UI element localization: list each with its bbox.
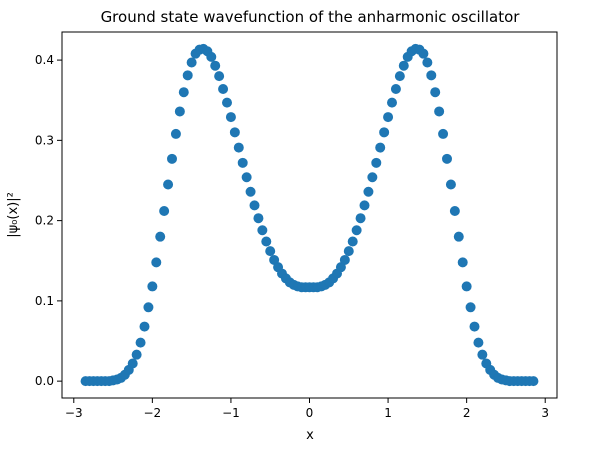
data-point <box>186 57 197 68</box>
data-point <box>139 321 150 332</box>
data-point <box>453 231 464 242</box>
data-point <box>390 83 401 94</box>
data-point <box>163 179 174 190</box>
data-point <box>249 200 260 211</box>
data-point <box>257 225 268 236</box>
data-point <box>418 48 429 59</box>
data-point <box>445 179 456 190</box>
data-point <box>159 205 170 216</box>
data-point <box>355 213 366 224</box>
data-point <box>127 358 138 369</box>
y-tick-label: 0.2 <box>35 214 54 228</box>
y-tick-label: 0.4 <box>35 53 54 67</box>
data-point <box>442 153 452 164</box>
data-point <box>229 127 240 138</box>
x-axis-label: x <box>306 428 314 443</box>
data-point <box>383 112 394 123</box>
data-point <box>343 246 354 257</box>
data-point <box>253 213 264 224</box>
x-tick-label: 1 <box>384 406 392 420</box>
data-point <box>371 157 382 168</box>
x-tick-label: −3 <box>65 406 83 420</box>
x-tick-label: −1 <box>222 406 240 420</box>
data-point <box>237 157 248 168</box>
x-tick-label: 0 <box>306 406 314 420</box>
data-point <box>473 337 484 348</box>
data-point <box>178 87 189 98</box>
data-point <box>265 246 276 257</box>
y-tick-label: 0.0 <box>35 374 54 388</box>
data-point <box>131 349 142 360</box>
data-point <box>528 376 539 387</box>
data-point <box>174 106 185 117</box>
data-point <box>233 142 244 153</box>
data-point <box>261 236 272 247</box>
data-point <box>375 142 386 153</box>
data-point <box>457 257 468 268</box>
data-point <box>347 236 358 247</box>
data-point <box>245 186 256 197</box>
data-point <box>394 71 405 82</box>
data-points <box>80 43 539 387</box>
data-point <box>222 97 232 108</box>
data-point <box>363 186 374 197</box>
data-point <box>469 321 480 332</box>
data-point <box>225 112 236 123</box>
data-point <box>339 254 350 265</box>
data-point <box>359 200 370 211</box>
data-point <box>143 302 154 313</box>
data-point <box>147 281 158 292</box>
data-point <box>449 205 460 216</box>
data-point <box>398 60 409 71</box>
data-point <box>155 231 166 242</box>
y-tick-label: 0.3 <box>35 133 54 147</box>
data-point <box>430 87 441 98</box>
data-point <box>351 225 362 236</box>
x-tick-label: 3 <box>541 406 549 420</box>
data-point <box>387 97 397 108</box>
data-point <box>367 172 378 183</box>
data-point <box>182 70 193 81</box>
y-axis: 0.0 0.1 0.2 0.3 0.4 <box>35 53 62 388</box>
y-axis-label: |ψ₀(x)|² <box>6 192 21 238</box>
data-point <box>167 153 177 164</box>
data-point <box>461 281 472 292</box>
chart-title: Ground state wavefunction of the anharmo… <box>101 8 521 26</box>
y-tick-label: 0.1 <box>35 294 54 308</box>
data-point <box>422 57 433 68</box>
data-point <box>206 51 217 62</box>
data-point <box>135 337 146 348</box>
data-point <box>241 172 252 183</box>
data-point <box>210 60 221 71</box>
data-point <box>465 302 476 313</box>
x-axis: −3 −2 −1 0 1 2 3 <box>65 398 549 420</box>
data-point <box>434 106 445 117</box>
data-point <box>426 70 437 81</box>
data-point <box>214 71 225 82</box>
x-tick-label: −2 <box>144 406 162 420</box>
data-point <box>438 128 449 139</box>
data-point <box>379 127 390 138</box>
data-point <box>170 128 181 139</box>
data-point <box>218 83 229 94</box>
data-point <box>151 257 162 268</box>
x-tick-label: 2 <box>463 406 471 420</box>
data-point <box>477 349 488 360</box>
